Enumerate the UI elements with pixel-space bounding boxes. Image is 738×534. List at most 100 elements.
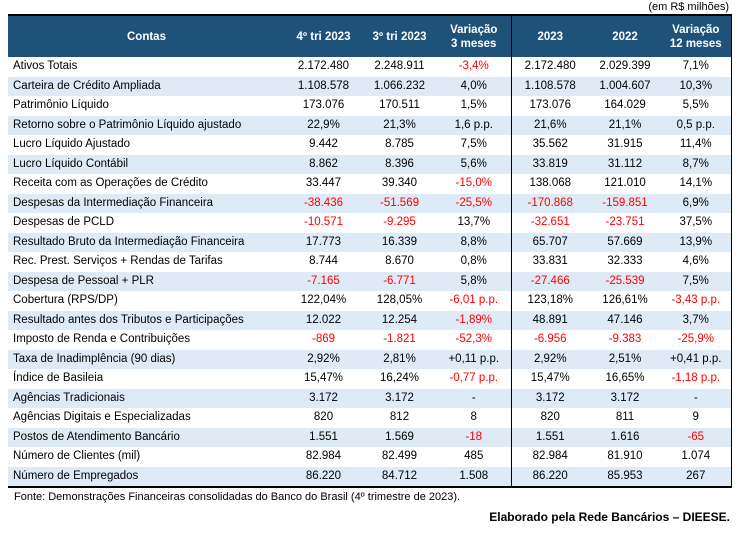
value-cell: 0,5 p.p. <box>661 115 731 135</box>
value-cell: 2.172.480 <box>297 60 350 72</box>
value-cell: -27.466 <box>510 271 589 291</box>
column-header: Variação 12 meses <box>661 15 731 57</box>
column-header: 2023 <box>510 15 589 57</box>
row-label: Rec. Prest. Serviços + Rendas de Tarifas <box>13 255 223 267</box>
value-cell: 3,7% <box>661 310 731 330</box>
table-row: Agências Tradicionais 3.172 3.172-3.172 3.1… <box>8 388 731 408</box>
value-cell: 1.108.578 <box>285 76 362 96</box>
value-cell: 4,0% <box>437 76 511 96</box>
value-cell: -25,5% <box>437 193 511 213</box>
row-label: Agências Tradicionais <box>8 388 285 408</box>
value-cell: 48.891 <box>510 310 589 330</box>
value-cell: -65 <box>661 427 731 447</box>
table-row: Despesas da Intermediação Financeira -38.… <box>8 193 731 213</box>
table-body: Ativos Totais 2.172.480 2.248.911 -3,4% 2.17… <box>8 57 731 487</box>
row-label: Despesas de PCLD <box>13 216 114 228</box>
unit-note: (em R$ milhões) <box>648 1 729 13</box>
row-label: Carteira de Crédito Ampliada <box>8 76 285 96</box>
value-cell: 811 <box>615 411 635 423</box>
row-label: Resultado antes dos Tributos e Participa… <box>8 310 285 330</box>
value-cell: 2.029.399 <box>599 60 651 72</box>
value-cell: 2.248.911 <box>374 60 425 72</box>
row-label: Receita com as Operações de Crédito <box>13 177 208 189</box>
value-cell: 13,9% <box>661 232 731 252</box>
row-label: Patrimônio Líquido <box>13 99 109 111</box>
value-cell: 31.112 <box>589 154 661 174</box>
table-row: Receita com as Operações de Crédito 33.44… <box>8 174 731 194</box>
value-cell: 81.910 <box>607 450 643 462</box>
value-cell: -1.821 <box>383 333 416 345</box>
value-cell: 123,18% <box>510 291 589 311</box>
value-cell: 16,65% <box>605 372 645 384</box>
source-note: Fonte: Demonstrações Financeiras consoli… <box>14 491 461 503</box>
value-cell: -1,18 p.p. <box>671 372 721 384</box>
table-row: Rec. Prest. Serviços + Rendas de Tarifas… <box>8 252 731 272</box>
value-cell: 82.984 <box>510 447 589 467</box>
table-row: Agências Digitais e Especializadas 820 812… <box>8 408 731 428</box>
value-cell: 21,6% <box>510 115 589 135</box>
row-label: Taxa de Inadimplência (90 dias) <box>8 349 285 369</box>
value-cell: 9.442 <box>309 138 338 150</box>
value-cell: -25,9% <box>677 333 714 345</box>
value-cell: 4,6% <box>682 255 709 267</box>
value-cell: 2,92% <box>285 349 362 369</box>
value-cell: 1.108.578 <box>510 76 589 96</box>
value-cell: 8.785 <box>385 138 414 150</box>
value-cell: 15,47% <box>303 372 343 384</box>
value-cell: 21,1% <box>589 115 661 135</box>
row-label: Número de Empregados <box>8 466 285 487</box>
value-cell: 1.551 <box>285 427 362 447</box>
column-header: 3º tri 2023 <box>362 15 437 57</box>
value-cell: 47.146 <box>589 310 661 330</box>
value-cell: 121.010 <box>604 177 646 189</box>
value-cell: -159.851 <box>589 193 661 213</box>
value-cell: 8.862 <box>285 154 362 174</box>
value-cell: 31.915 <box>607 138 643 150</box>
value-cell: 2.172.480 <box>510 57 589 77</box>
value-cell: 1.551 <box>510 427 589 447</box>
table-row: Despesas de PCLD -10.571 -9.295 13,7% -32.65… <box>8 213 731 233</box>
value-cell: 1.569 <box>362 427 437 447</box>
value-cell: +0,41 p.p. <box>661 349 731 369</box>
value-cell: 820 <box>313 411 334 423</box>
value-cell: 86.220 <box>285 466 362 487</box>
value-cell: 12.254 <box>362 310 437 330</box>
value-cell: -6.956 <box>510 330 589 350</box>
value-cell: -3,43 p.p. <box>671 294 721 306</box>
table-header: Contas 4º tri 2023 3º tri 2023 Variação 3 m… <box>8 15 731 57</box>
value-cell: -1,89% <box>437 310 511 330</box>
value-cell: 85.953 <box>589 466 661 487</box>
column-header: 2022 <box>589 15 661 57</box>
table-row: Despesa de Pessoal + PLR -7.165 -6.771 5,8%… <box>8 271 731 291</box>
value-cell: 65.707 <box>510 232 589 252</box>
value-cell: +0,11 p.p. <box>437 349 511 369</box>
value-cell: 22,9% <box>285 115 362 135</box>
row-label: Índice de Basileia <box>13 372 104 384</box>
value-cell: 8.396 <box>362 154 437 174</box>
value-cell: 8.744 <box>309 255 338 267</box>
row-label: Resultado Bruto da Intermediação Finance… <box>8 232 285 252</box>
value-cell: 33.831 <box>510 252 589 272</box>
value-cell: 57.669 <box>589 232 661 252</box>
value-cell: -0,77 p.p. <box>449 372 499 384</box>
row-label: Retorno sobre o Patrimônio Líquido ajust… <box>8 115 285 135</box>
value-cell: 173.076 <box>302 99 345 111</box>
value-cell: 8.670 <box>385 255 414 267</box>
value-cell: 820 <box>510 408 589 428</box>
value-cell: 11,4% <box>679 138 712 150</box>
row-label: Cobertura (RPS/DP) <box>13 294 118 306</box>
table-row: Número de Clientes (mil) 82.984 82.499 485 8… <box>8 447 731 467</box>
value-cell: - <box>661 388 731 408</box>
row-label: Despesas da Intermediação Financeira <box>8 193 285 213</box>
row-label: Imposto de Renda e Contribuições <box>13 333 191 345</box>
table-row: Cobertura (RPS/DP) 122,04% 128,05% -6,01 p.… <box>8 291 731 311</box>
value-cell: -6.771 <box>362 271 437 291</box>
value-cell: 8,7% <box>661 154 731 174</box>
table-row: Postos de Atendimento Bancário 1.551 1.569… <box>8 427 731 447</box>
value-cell: -6,01 p.p. <box>449 294 499 306</box>
value-cell: 6,9% <box>661 193 731 213</box>
table-row: Resultado Bruto da Intermediação Finance… <box>8 232 731 252</box>
value-cell: 170.511 <box>379 99 420 111</box>
value-cell: 138.068 <box>510 174 589 194</box>
